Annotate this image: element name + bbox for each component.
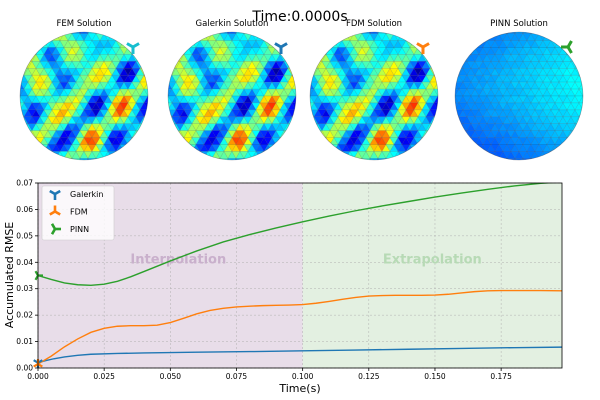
method-marker-icon	[126, 42, 140, 54]
series-line-galerkin	[38, 346, 562, 364]
figure-title: Time:0.0000s	[251, 9, 347, 25]
start-marker-pinn	[34, 270, 43, 281]
x-tick-label: 0.175	[490, 372, 512, 381]
solution-field	[168, 32, 296, 160]
panel-title: Galerkin Solution	[196, 19, 269, 29]
y-tick-label: 0.03	[16, 284, 33, 293]
y-tick-label: 0.05	[16, 231, 33, 240]
domain-boundary	[167, 31, 297, 161]
legend-marker-icon	[49, 189, 61, 200]
x-tick-label: 0.100	[292, 372, 314, 381]
y-tick-label: 0.01	[16, 337, 33, 346]
panel-1: Galerkin Solution	[167, 19, 297, 161]
legend-label: Galerkin	[70, 190, 103, 199]
method-marker-icon	[416, 42, 430, 54]
method-marker-icon	[274, 42, 288, 54]
y-tick-label: 0.07	[16, 179, 33, 188]
panel-title: FEM Solution	[57, 19, 112, 29]
x-axis-ticks: 0.000 0.025 0.050 0.075 0.100 0.125 0.150 0.175	[27, 368, 512, 381]
x-tick-label: 0.075	[226, 372, 248, 381]
panel-2: FDM Solution	[309, 19, 439, 161]
x-tick-label: 0.150	[424, 372, 446, 381]
plot-frame	[37, 182, 563, 369]
rmse-plot: Interpolation Extrapolation 0.000 0.025 0.…	[3, 179, 563, 395]
legend: Galerkin FDM PINN	[41, 185, 115, 241]
series-line-pinn	[38, 183, 557, 286]
method-marker-icon	[561, 40, 573, 54]
panel-0: FEM Solution	[19, 19, 149, 161]
panel-title: PINN Solution	[490, 19, 548, 29]
x-tick-label: 0.050	[160, 372, 182, 381]
extrapolation-label: Extrapolation	[383, 253, 482, 268]
legend-label: FDM	[70, 208, 88, 217]
y-axis-label: Accumulated RMSE	[3, 222, 16, 329]
panel-3: PINN Solution	[454, 19, 584, 161]
x-tick-label: 0.000	[27, 372, 49, 381]
y-tick-label: 0.06	[16, 205, 33, 214]
interpolation-label: Interpolation	[130, 253, 226, 268]
legend-label: PINN	[70, 225, 89, 234]
solution-panels: FEM Solution Galerkin Solution FDM Solutio…	[19, 19, 584, 161]
extrapolation-region	[302, 183, 562, 368]
x-tick-label: 0.025	[93, 372, 115, 381]
solution-field	[310, 32, 438, 160]
x-axis-label: Time(s)	[278, 382, 320, 395]
legend-box	[41, 185, 115, 241]
domain-boundary	[309, 31, 439, 161]
series-lines	[38, 183, 562, 365]
y-tick-label: 0.00	[16, 364, 33, 373]
legend-marker-icon	[50, 223, 61, 235]
legend-marker-icon	[49, 205, 61, 216]
series-line-fdm	[38, 289, 562, 365]
domain-boundary	[454, 31, 584, 161]
panel-title: FDM Solution	[346, 19, 402, 29]
x-tick-label: 0.125	[358, 372, 380, 381]
y-tick-label: 0.04	[16, 258, 33, 267]
domain-boundary	[19, 31, 149, 161]
y-axis-ticks: 0.00 0.01 0.02 0.03 0.04 0.05 0.06 0.07	[16, 179, 38, 373]
y-tick-label: 0.02	[16, 311, 33, 320]
solution-field	[455, 32, 583, 160]
